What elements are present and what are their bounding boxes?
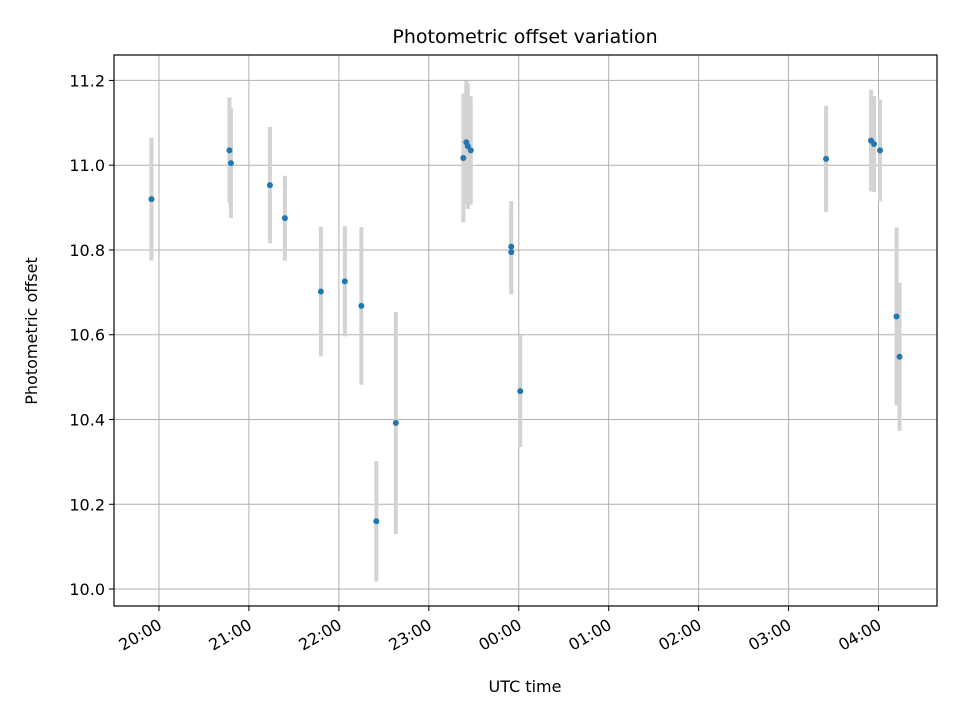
- data-point: [281, 215, 288, 222]
- data-point: [877, 147, 884, 154]
- y-tick-label: 11.0: [69, 156, 105, 175]
- y-axis-label: Photometric offset: [22, 257, 41, 405]
- y-tick-label: 11.2: [69, 71, 105, 90]
- plot-frame: [113, 54, 938, 607]
- data-point: [823, 155, 830, 162]
- data-point: [464, 143, 471, 150]
- data-point: [392, 419, 399, 426]
- y-axis-ticks: 10.0 10.2 10.4 10.6 10.8 11.0 11.2: [69, 71, 114, 599]
- data-point: [317, 288, 324, 295]
- data-point: [341, 278, 348, 285]
- data-point: [226, 147, 233, 154]
- y-tick-label: 10.8: [69, 241, 105, 260]
- data-point: [358, 302, 365, 309]
- grid: [114, 55, 937, 606]
- data-point: [517, 388, 524, 395]
- y-tick-label: 10.4: [69, 411, 105, 430]
- data-point: [148, 196, 155, 203]
- data-point: [508, 249, 515, 256]
- y-tick-label: 10.0: [69, 580, 105, 599]
- data-point: [373, 518, 380, 525]
- data-point: [896, 353, 903, 360]
- data-point: [460, 154, 467, 161]
- data-point: [266, 182, 273, 189]
- data-points: [148, 137, 903, 525]
- y-tick-label: 10.6: [69, 326, 105, 345]
- data-point: [871, 141, 878, 148]
- data-point: [467, 147, 474, 154]
- x-axis-label: UTC time: [489, 677, 562, 696]
- chart-title: Photometric offset variation: [392, 26, 657, 48]
- data-point: [508, 243, 515, 250]
- data-point: [893, 313, 900, 320]
- y-tick-label: 10.2: [69, 495, 105, 514]
- data-point: [227, 160, 234, 167]
